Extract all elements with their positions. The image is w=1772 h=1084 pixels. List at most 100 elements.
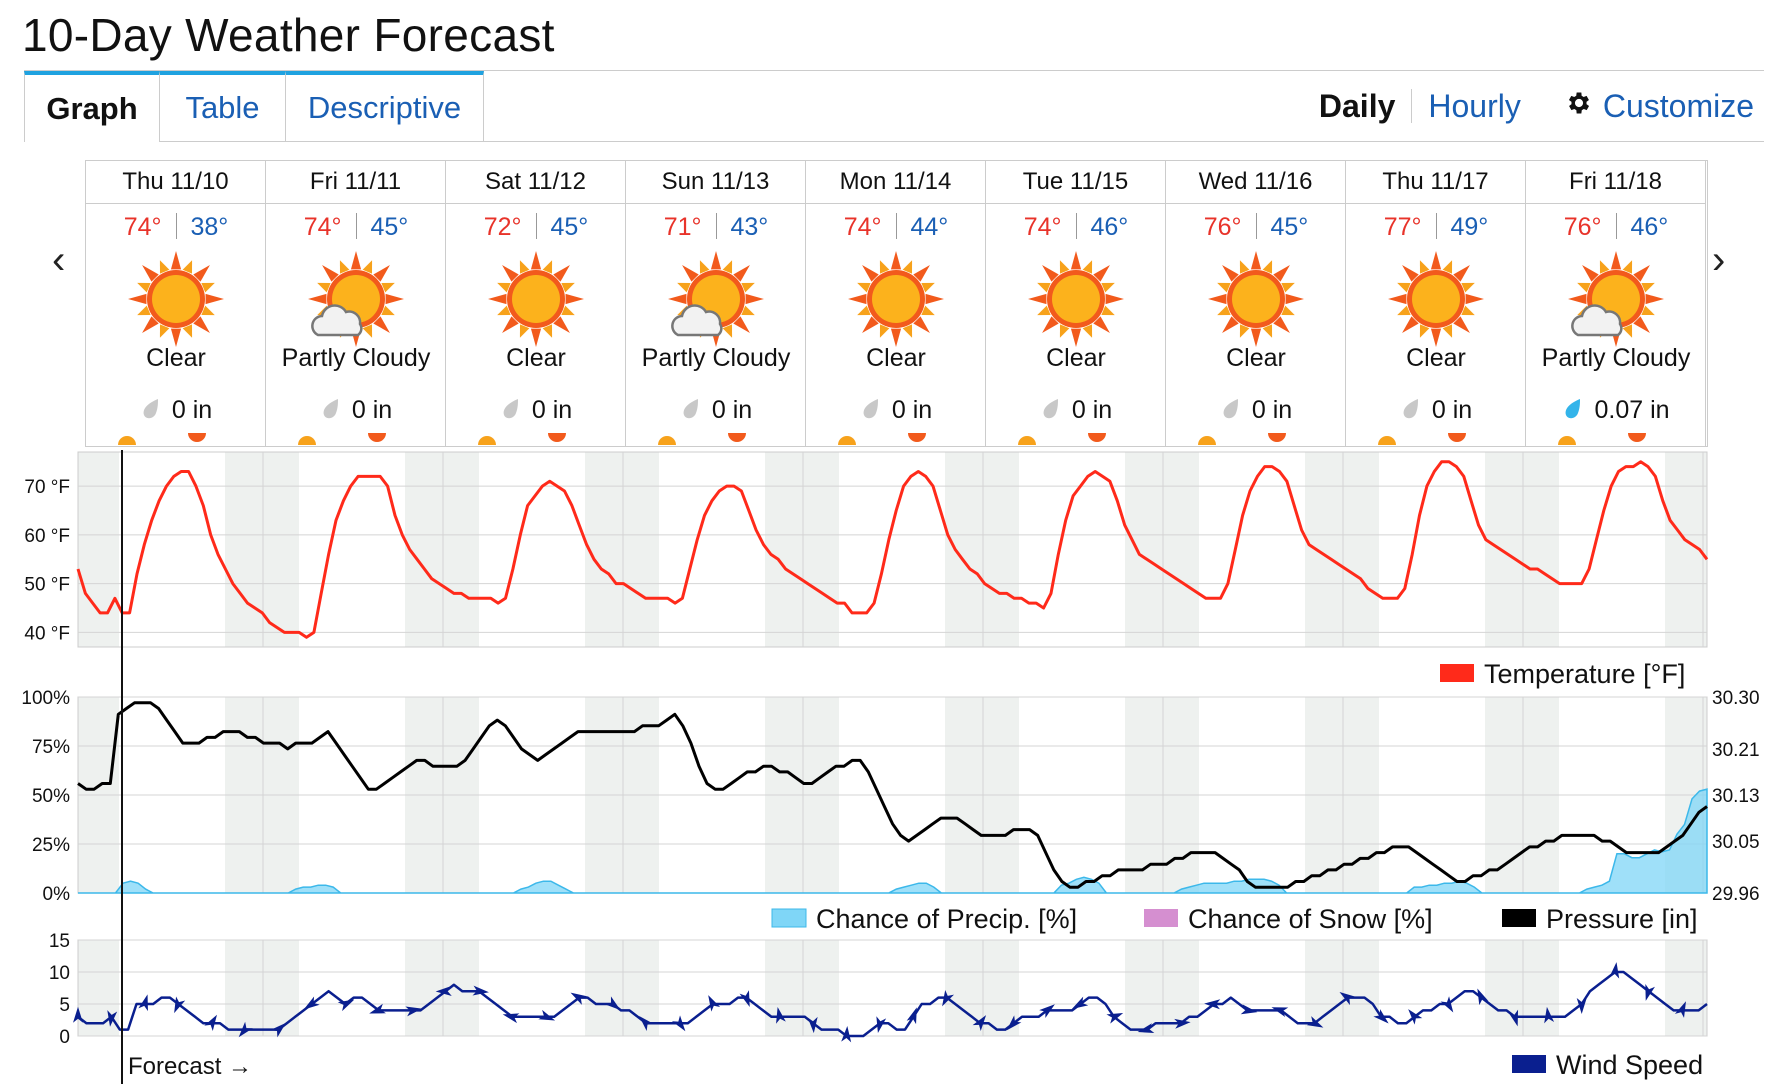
wind-direction-arrow (739, 990, 750, 1007)
tab-descriptive[interactable]: Descriptive (286, 71, 484, 141)
wind-direction-arrow (1240, 1004, 1258, 1015)
wind-direction-arrow (1106, 1013, 1124, 1024)
low-temp: 46° (1090, 213, 1129, 241)
low-temp: 38° (190, 213, 229, 241)
wind-night-band (1485, 940, 1559, 1036)
temp-night-band (585, 452, 659, 647)
sunset-icon (1088, 433, 1106, 442)
sunrise-sunset-icons (118, 433, 206, 445)
wind-direction-arrow (238, 1021, 253, 1038)
wind-legend-swatch (1512, 1055, 1546, 1073)
wind-direction-arrow (1373, 1009, 1389, 1024)
prev-arrow-icon[interactable]: ‹ (52, 238, 66, 282)
high-temp: 76° (1203, 213, 1242, 241)
sunset-icon (368, 433, 386, 442)
day-temps: 74° 46° (986, 213, 1166, 242)
tab-bar: Graph Table Descriptive Daily Hourly Cus… (24, 70, 1764, 142)
wind-direction-arrow (1440, 996, 1454, 1013)
precip-amount: 0 in (626, 396, 806, 428)
precip-value: 0 in (1251, 396, 1293, 424)
wind-direction-arrow (107, 1010, 118, 1027)
wind-direction-arrow (876, 1016, 887, 1033)
temp-ytick-label: 60 °F (24, 526, 70, 547)
wind-direction-arrow (1174, 1018, 1191, 1029)
dry-drop-icon (1400, 397, 1422, 428)
gear-icon[interactable] (1565, 88, 1593, 125)
sun-icon (126, 249, 226, 349)
sunrise-icon (658, 436, 676, 445)
precip-amount: 0 in (1346, 396, 1526, 428)
precip-amount: 0 in (86, 396, 266, 428)
precip-ytick-label: 50% (32, 786, 70, 807)
condition-text: Clear (146, 344, 206, 372)
temp-divider (535, 213, 537, 239)
wind-direction-arrow (1006, 1015, 1022, 1031)
dry-drop-icon (1040, 397, 1062, 428)
day-card[interactable]: Wed 11/16 76° 45° Clear 0 in (1166, 161, 1346, 446)
temp-ytick-label: 40 °F (24, 623, 70, 644)
day-card[interactable]: Mon 11/14 74° 44° Clear 0 in (806, 161, 986, 446)
dry-drop-icon (1220, 397, 1242, 428)
temp-legend-swatch (1440, 664, 1474, 682)
forecast-start-label: Forecast → (128, 1053, 252, 1080)
sunrise-sunset-icons (1558, 433, 1646, 445)
day-card[interactable]: Thu 11/17 77° 49° Clear 0 in (1346, 161, 1526, 446)
wind-direction-arrow (1576, 998, 1587, 1014)
sun-icon (1026, 249, 1126, 349)
daily-link[interactable]: Daily (1318, 87, 1396, 124)
customize-link[interactable]: Customize (1602, 87, 1754, 124)
sunrise-icon (1378, 436, 1396, 445)
low-temp: 49° (1450, 213, 1489, 241)
high-temp: 74° (1023, 213, 1062, 241)
day-card[interactable]: Tue 11/15 74° 46° Clear 0 in (986, 161, 1166, 446)
day-date: Mon 11/14 (806, 161, 985, 204)
sunrise-sunset-icons (1198, 433, 1286, 445)
tab-graph[interactable]: Graph (24, 71, 160, 142)
day-card[interactable]: Fri 11/11 74° 45° Partly Cloudy 0 in (266, 161, 446, 446)
pressure-ytick-label: 30.21 (1712, 740, 1760, 761)
day-card[interactable]: Sun 11/13 71° 43° Partly Cloudy 0 in (626, 161, 806, 446)
wind-direction-arrow (73, 1006, 83, 1023)
precip-area (78, 788, 1708, 894)
temp-ytick-label: 70 °F (24, 477, 70, 498)
precip-amount: 0 in (446, 396, 626, 428)
day-card[interactable]: Fri 11/18 76° 46° Partly Cloudy 0.07 in (1526, 161, 1706, 446)
wind-direction-arrow (204, 1014, 217, 1031)
temp-divider (895, 213, 897, 239)
precip-legend-label: Chance of Precip. [%] (816, 904, 1077, 934)
wind-direction-arrow (708, 995, 721, 1012)
wind-direction-arrow (1306, 1016, 1324, 1028)
wind-direction-arrow (570, 992, 587, 1005)
high-temp: 74° (123, 213, 162, 241)
sunset-icon (1268, 433, 1286, 442)
hourly-link[interactable]: Hourly (1428, 87, 1521, 124)
temp-divider (175, 213, 177, 239)
wind-direction-arrow (776, 1007, 786, 1024)
sunrise-sunset-icons (838, 433, 926, 445)
dry-drop-icon (680, 397, 702, 428)
partly-cloudy-icon (666, 249, 766, 349)
high-temp: 74° (303, 213, 342, 241)
sunset-icon (548, 433, 566, 442)
wind-direction-arrow (1339, 992, 1356, 1006)
sunset-icon (908, 433, 926, 442)
precip-value: 0 in (891, 396, 933, 424)
precip-value: 0 in (351, 396, 393, 424)
day-date: Fri 11/18 (1526, 161, 1705, 204)
dry-drop-icon (140, 397, 162, 428)
precip-ytick-label: 0% (43, 884, 71, 905)
sunrise-sunset-icons (478, 433, 566, 445)
next-arrow-icon[interactable]: › (1712, 238, 1726, 282)
tab-table[interactable]: Table (160, 71, 286, 141)
day-card[interactable]: Sat 11/12 72° 45° Clear 0 in (446, 161, 626, 446)
temp-legend-label: Temperature [°F] (1484, 659, 1685, 689)
temp-night-band (78, 452, 119, 647)
day-date: Fri 11/11 (266, 161, 445, 204)
temp-divider (1435, 213, 1437, 239)
wind-legend-label: Wind Speed (1556, 1050, 1703, 1080)
day-temps: 76° 45° (1166, 213, 1346, 242)
day-card[interactable]: Thu 11/10 74° 38° Clear 0 in (86, 161, 266, 446)
view-link-divider (1411, 89, 1413, 123)
precip-value: 0 in (531, 396, 573, 424)
temperature-line (76, 460, 1709, 639)
